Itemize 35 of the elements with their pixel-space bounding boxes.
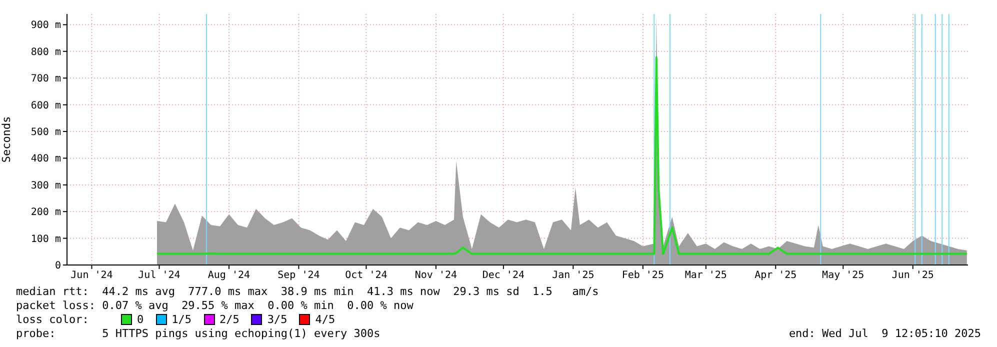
y-tick-label: 0 — [54, 260, 61, 272]
x-tick-label: Mar '25 — [684, 270, 727, 282]
y-tick-label: 900 m — [30, 20, 61, 32]
text: probe: 5 HTTPS pings using echoping(1) every 300s — [16, 327, 380, 340]
x-tick-label: Jul '24 — [138, 270, 180, 282]
x-tick-label: Feb '25 — [622, 270, 664, 282]
text: end: Wed Jul 9 12:05:10 2025 — [788, 327, 981, 340]
legend-label: 0 — [137, 313, 144, 326]
legend-label: 1/5 — [172, 313, 192, 326]
y-axis-title: Seconds — [0, 116, 13, 163]
y-tick-label: 800 m — [30, 46, 61, 58]
x-tick-label: Jun '24 — [70, 270, 113, 282]
x-tick-label: Sep '24 — [278, 270, 320, 282]
line-series — [156, 56, 968, 255]
y-tick-label: 200 m — [30, 207, 61, 218]
x-tick-label: Nov '24 — [414, 270, 458, 282]
x-tick-label: Jun '25 — [892, 270, 934, 282]
x-tick-label: Apr '25 — [754, 270, 797, 282]
x-tick-label: Jan '25 — [552, 270, 594, 282]
legend-label: 4/5 — [315, 313, 336, 326]
legend-label: 2/5 — [220, 313, 240, 326]
legend-title: loss color: — [16, 313, 90, 326]
x-tick-label: Dec '24 — [482, 270, 525, 282]
y-tick-label: 300 m — [30, 180, 61, 192]
y-tick-label: 700 m — [30, 74, 61, 85]
y-tick-label: 500 m — [30, 127, 61, 138]
text: median rtt: 44.2 ms avg 777.0 ms max 38.9 ms min 41.3 ms now 29.3 ms sd 1.5 am/s — [16, 285, 599, 299]
x-tick-label: Aug '24 — [208, 270, 250, 282]
x-tick-label: May '25 — [822, 270, 864, 282]
y-tick-label: 400 m — [30, 154, 61, 165]
y-tick-label: 100 m — [30, 234, 61, 245]
text: packet loss: 0.07 % avg 29.55 % max 0.00 % min 0.00 % now — [16, 299, 414, 313]
x-tick-label: Oct '24 — [345, 270, 388, 282]
y-tick-label: 600 m — [30, 100, 61, 112]
legend-label: 3/5 — [267, 313, 288, 326]
